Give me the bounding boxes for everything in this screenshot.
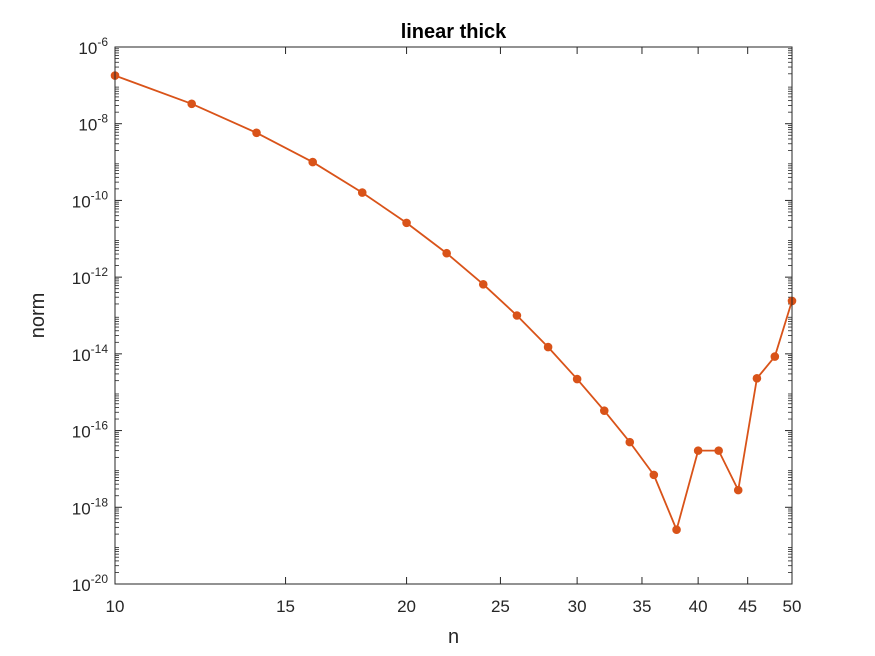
- x-tick-label: 25: [491, 597, 510, 616]
- y-tick-base: 10: [72, 499, 91, 518]
- data-point: [252, 128, 261, 138]
- y-tick-base: 10: [78, 39, 97, 58]
- y-tick-exponent: -20: [91, 572, 109, 586]
- y-tick-exponent: -10: [91, 188, 109, 202]
- x-tick-labels: 10 15 20 25 30 35 40 45 50: [106, 597, 802, 616]
- data-point: [770, 352, 780, 361]
- y-tick-exponent: -16: [91, 419, 109, 433]
- y-tick-label: 10-16: [72, 419, 109, 442]
- y-tick-exponent: -8: [97, 112, 108, 126]
- data-point: [572, 374, 582, 384]
- x-tick-label: 30: [568, 597, 587, 616]
- y-tick-base: 10: [72, 269, 91, 288]
- y-tick-base: 10: [78, 116, 97, 135]
- y-tick-exponent: -14: [91, 342, 109, 356]
- data-point: [714, 446, 723, 455]
- data-point: [478, 280, 488, 289]
- x-tick-label: 35: [633, 597, 652, 616]
- data-point: [625, 437, 635, 447]
- data-point: [672, 525, 681, 535]
- x-tick-label: 45: [738, 597, 757, 616]
- y-tick-label: 10-10: [72, 188, 109, 211]
- x-tick-label: 15: [276, 597, 295, 616]
- x-tick-label: 20: [397, 597, 416, 616]
- y-tick-label: 10-6: [78, 35, 108, 58]
- y-tick-label: 10-12: [72, 265, 109, 288]
- data-point: [543, 342, 553, 352]
- data-point: [442, 248, 451, 258]
- y-tick-base: 10: [72, 423, 91, 442]
- x-tick-label: 10: [106, 597, 125, 616]
- y-tick-base: 10: [72, 192, 91, 211]
- data-point: [693, 446, 703, 455]
- x-axis-label: n: [448, 626, 459, 648]
- y-tick-base: 10: [72, 576, 91, 595]
- data-point: [733, 485, 743, 495]
- data-point: [512, 311, 522, 320]
- chart-title: linear thick: [401, 21, 507, 43]
- data-point: [357, 188, 367, 197]
- data-point: [308, 157, 318, 167]
- y-tick-exponent: -12: [91, 265, 109, 279]
- data-point: [187, 99, 196, 109]
- y-tick-exponent: -6: [97, 35, 108, 49]
- data-point: [599, 406, 609, 415]
- y-tick-label: 10-8: [78, 112, 108, 135]
- plot-area: [115, 47, 792, 584]
- y-tick-base: 10: [72, 346, 91, 365]
- data-point: [752, 374, 762, 383]
- axes-frame: [114, 46, 793, 585]
- y-tick-label: 10-20: [72, 572, 109, 595]
- y-tick-exponent: -18: [91, 495, 109, 509]
- y-axis-label: norm: [27, 293, 49, 339]
- minor-ticks: [115, 48, 792, 573]
- data-point: [649, 470, 659, 480]
- y-tick-label: 10-18: [72, 495, 109, 518]
- data-point: [402, 218, 411, 228]
- x-tick-label: 50: [783, 597, 802, 616]
- x-tick-label: 40: [689, 597, 708, 616]
- y-tick-label: 10-14: [72, 342, 109, 365]
